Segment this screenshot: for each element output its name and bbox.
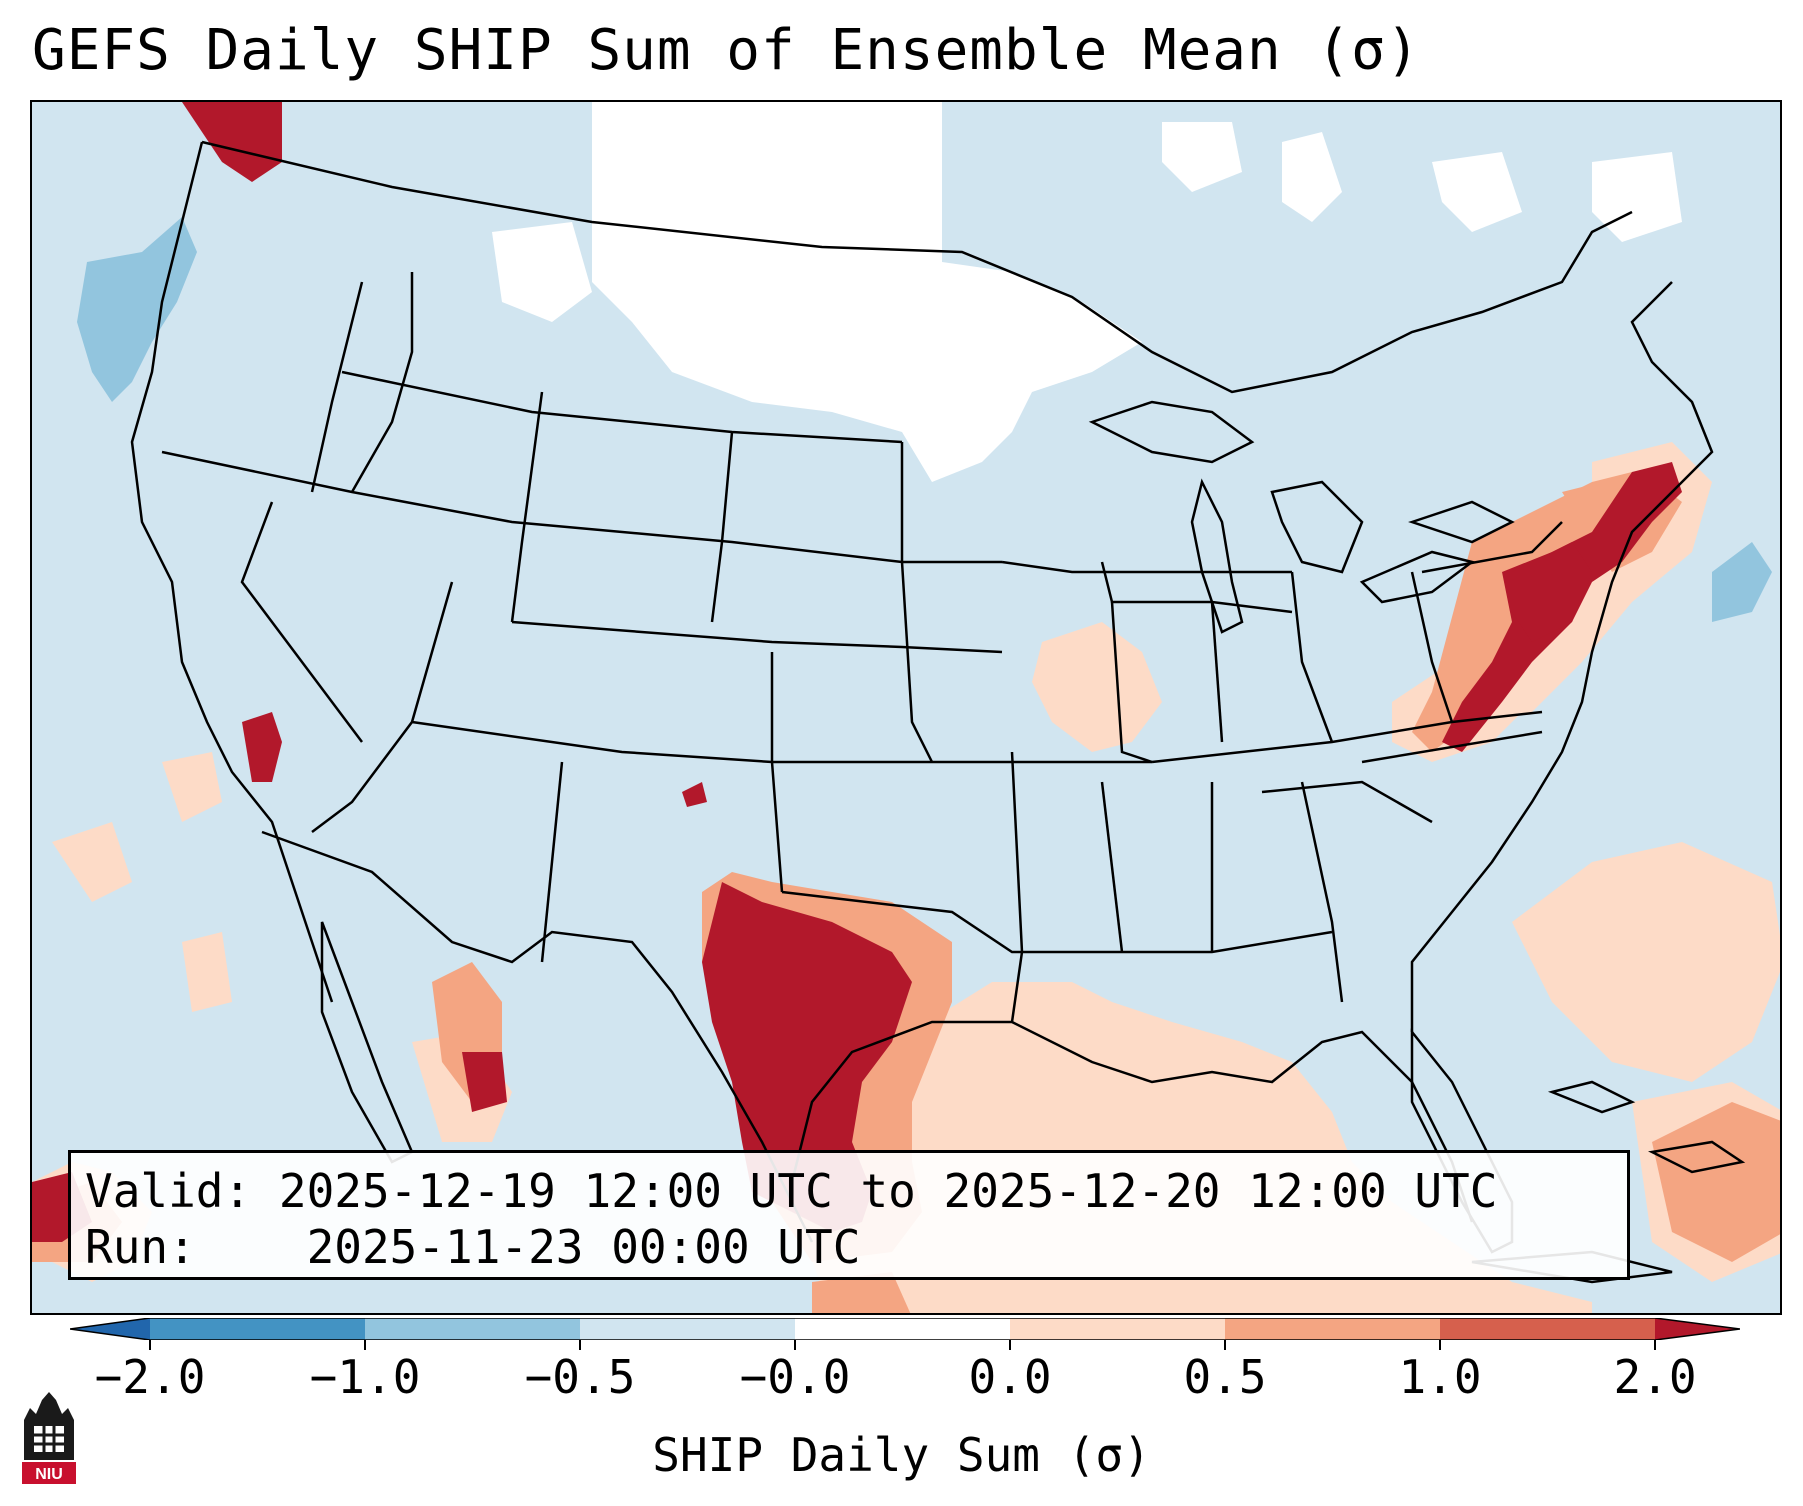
logo-grid [34, 1426, 64, 1452]
map-panel [30, 100, 1782, 1315]
colorbar-over-triangle [1655, 1318, 1740, 1340]
run-value: 2025-11-23 00:00 UTC [306, 1220, 861, 1274]
valid-value: 2025-12-19 12:00 UTC to 2025-12-20 12:00… [278, 1164, 1498, 1218]
colorbar-under-triangle [70, 1318, 150, 1340]
colorbar-ticks: −2.0 −1.0 −0.5 −0.0 0.0 0.5 1.0 2.0 [0, 1350, 1803, 1410]
tick-mark [1439, 1340, 1441, 1350]
colorbar-segment-neg-2-to-1 [150, 1318, 365, 1340]
great-lakes [1088, 400, 1515, 634]
logo-banner [22, 1462, 76, 1484]
logo-text: NIU [35, 1466, 63, 1483]
colorbar-segment-0-to-05 [1010, 1318, 1225, 1340]
map-canvas [32, 102, 1780, 1313]
strong-positive-anomaly [32, 102, 1682, 1242]
tick-label: 0.0 [968, 1350, 1052, 1404]
logo-windows [34, 1426, 64, 1452]
tick-label: 0.5 [1183, 1350, 1267, 1404]
run-row: Run: 2025-11-23 00:00 UTC [85, 1219, 1613, 1275]
tick-mark [579, 1340, 581, 1350]
tick-label: −0.5 [524, 1350, 636, 1404]
colorbar-segment-1-to-2 [1440, 1318, 1655, 1340]
tick-mark [149, 1340, 151, 1350]
tick-mark [1654, 1340, 1656, 1350]
tick-label: 1.0 [1398, 1350, 1482, 1404]
valid-run-info-box: Valid: 2025-12-19 12:00 UTC to 2025-12-2… [68, 1150, 1630, 1280]
tick-label: −2.0 [94, 1350, 206, 1404]
valid-label: Valid: [85, 1164, 252, 1218]
colorbar-label: SHIP Daily Sum (σ) [652, 1428, 1151, 1482]
tick-mark [1224, 1340, 1226, 1350]
tick-label: 2.0 [1613, 1350, 1697, 1404]
valid-row: Valid: 2025-12-19 12:00 UTC to 2025-12-2… [85, 1163, 1613, 1219]
tick-mark [1009, 1340, 1011, 1350]
tick-mark [364, 1340, 366, 1350]
colorbar-segment-05-to-1 [1225, 1318, 1440, 1340]
colorbar-segment-neg-05-to-0 [580, 1318, 795, 1340]
tick-label: −1.0 [309, 1350, 421, 1404]
niu-logo: NIU [22, 1392, 76, 1484]
run-label: Run: [85, 1220, 196, 1274]
tick-mark [794, 1340, 796, 1350]
colorbar [70, 1318, 1740, 1340]
colorbar-segment-neg-1-to-05 [365, 1318, 580, 1340]
colorbar-segment-zero [795, 1318, 1010, 1340]
near-zero-areas [492, 102, 1682, 482]
tick-label: −0.0 [739, 1350, 851, 1404]
chart-title: GEFS Daily SHIP Sum of Ensemble Mean (σ) [32, 18, 1421, 83]
